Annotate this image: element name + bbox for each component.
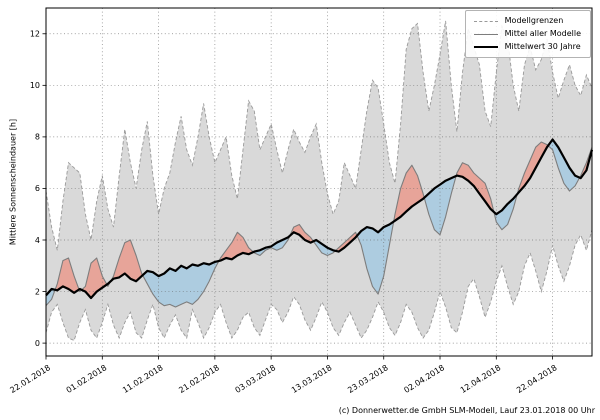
x-tick-label: 11.02.2018 xyxy=(121,363,165,395)
legend-entry-modellgrenzen: Modellgrenzen xyxy=(473,16,581,25)
x-tick-label: 03.03.2018 xyxy=(234,363,278,395)
y-tick-label: 12 xyxy=(30,30,40,39)
copyright-caption: (c) Donnerwetter.de GmbH SLM-Modell, Lau… xyxy=(338,406,595,415)
plot-frame xyxy=(45,7,593,357)
x-tick-label: 01.02.2018 xyxy=(65,363,109,395)
legend-label: Mittel aller Modelle xyxy=(504,29,581,38)
x-tick-label: 02.04.2018 xyxy=(402,363,446,395)
legend-entry-mittelwert-30-jahre: Mittelwert 30 Jahre xyxy=(473,42,581,51)
legend-entry-mittel-aller-modelle: Mittel aller Modelle xyxy=(473,29,581,38)
model-range-band xyxy=(46,20,592,341)
mean30-line xyxy=(45,138,594,300)
upper-bound-line xyxy=(45,20,593,251)
y-tick-label: 8 xyxy=(35,133,40,142)
legend: Modellgrenzen Mittel aller Modelle Mitte… xyxy=(464,10,591,58)
legend-label: Modellgrenzen xyxy=(504,16,564,25)
thick-line-sample xyxy=(473,46,498,48)
lower-bound-line xyxy=(45,229,593,342)
x-tick-label: 21.02.2018 xyxy=(177,363,221,395)
x-tick-label: 13.03.2018 xyxy=(290,363,334,395)
y-tick-label: 2 xyxy=(35,287,40,296)
above-normal-fill xyxy=(46,139,592,298)
dashed-line-sample xyxy=(473,20,498,22)
x-tick-label: 22.01.2018 xyxy=(8,363,52,395)
x-tick-label: 23.03.2018 xyxy=(346,363,390,395)
legend-label: Mittelwert 30 Jahre xyxy=(504,42,581,51)
y-tick-label: 0 xyxy=(35,339,40,348)
solid-line-sample xyxy=(473,33,498,35)
y-tick-label: 6 xyxy=(35,184,40,193)
y-tick-label: 10 xyxy=(30,81,40,90)
x-tick-label: 12.04.2018 xyxy=(459,363,503,395)
y-tick-label: 4 xyxy=(35,236,40,245)
model-mean-line xyxy=(45,141,593,308)
y-axis-label: Mittlere Sonnenscheindauer [h] xyxy=(8,118,18,246)
x-tick-label: 22.04.2018 xyxy=(515,363,559,395)
